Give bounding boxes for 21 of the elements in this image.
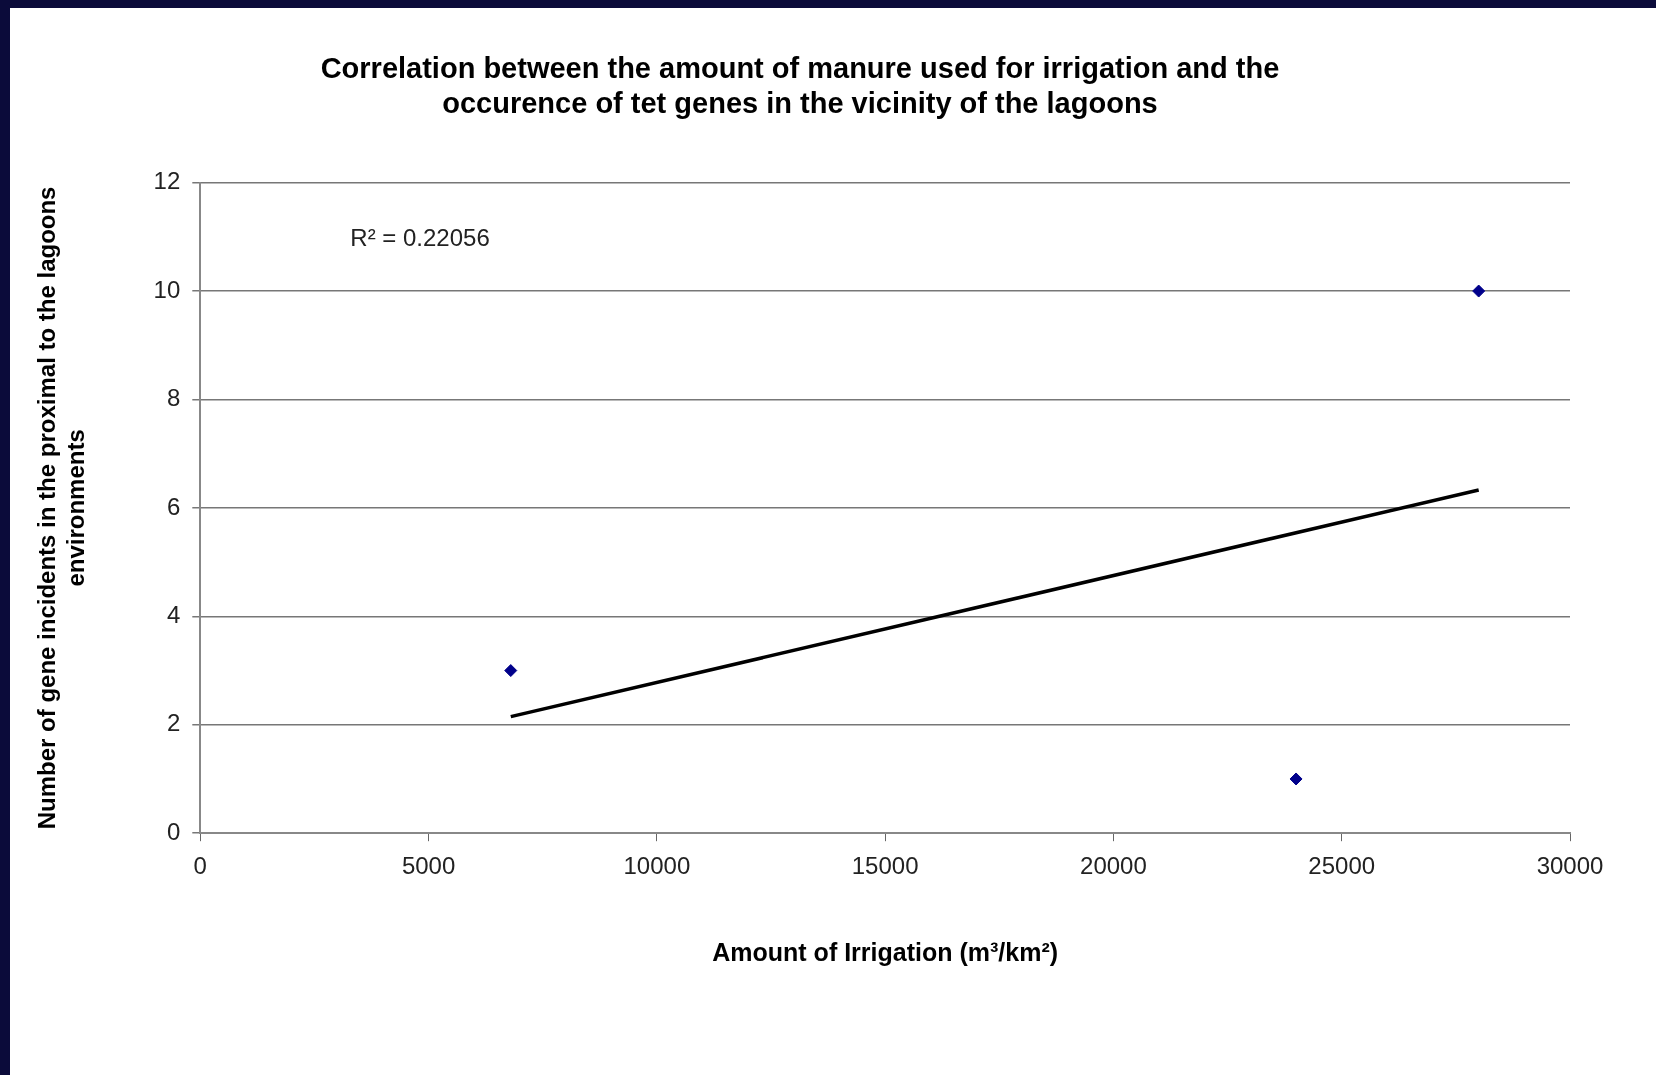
x-tick-label: 30000 (1536, 852, 1604, 880)
y-tick-label: 10 (153, 275, 181, 303)
x-tick-label: 15000 (851, 852, 919, 880)
x-tick-label: 5000 (401, 852, 456, 880)
y-axis-title: Number of gene incidents in the proximal to the lagoons environments (33, 186, 89, 830)
x-tick-label: 20000 (1080, 852, 1147, 880)
x-tick-label: 25000 (1308, 852, 1376, 880)
x-tick-label: 10000 (623, 852, 691, 880)
point (504, 664, 518, 678)
chart-title: Correlation between the amount of manure used for irrigation and the occurence of tet genes in the vicinity of the lagoons (320, 52, 1280, 120)
y-tick-label: 0 (166, 817, 181, 845)
y-tick-label: 8 (166, 384, 181, 412)
y-tick-label: 4 (166, 600, 181, 628)
x-axis-title: Amount of Irrigation (m³/km²) (712, 937, 1059, 966)
y-tick-label: 12 (153, 167, 181, 195)
point (1289, 772, 1303, 786)
point (1472, 284, 1486, 298)
y-tick-label: 6 (166, 492, 181, 520)
annotation: R² = 0.22056 (350, 224, 490, 252)
y-tick-label: 2 (166, 709, 181, 737)
x-tick-label: 0 (193, 852, 207, 880)
